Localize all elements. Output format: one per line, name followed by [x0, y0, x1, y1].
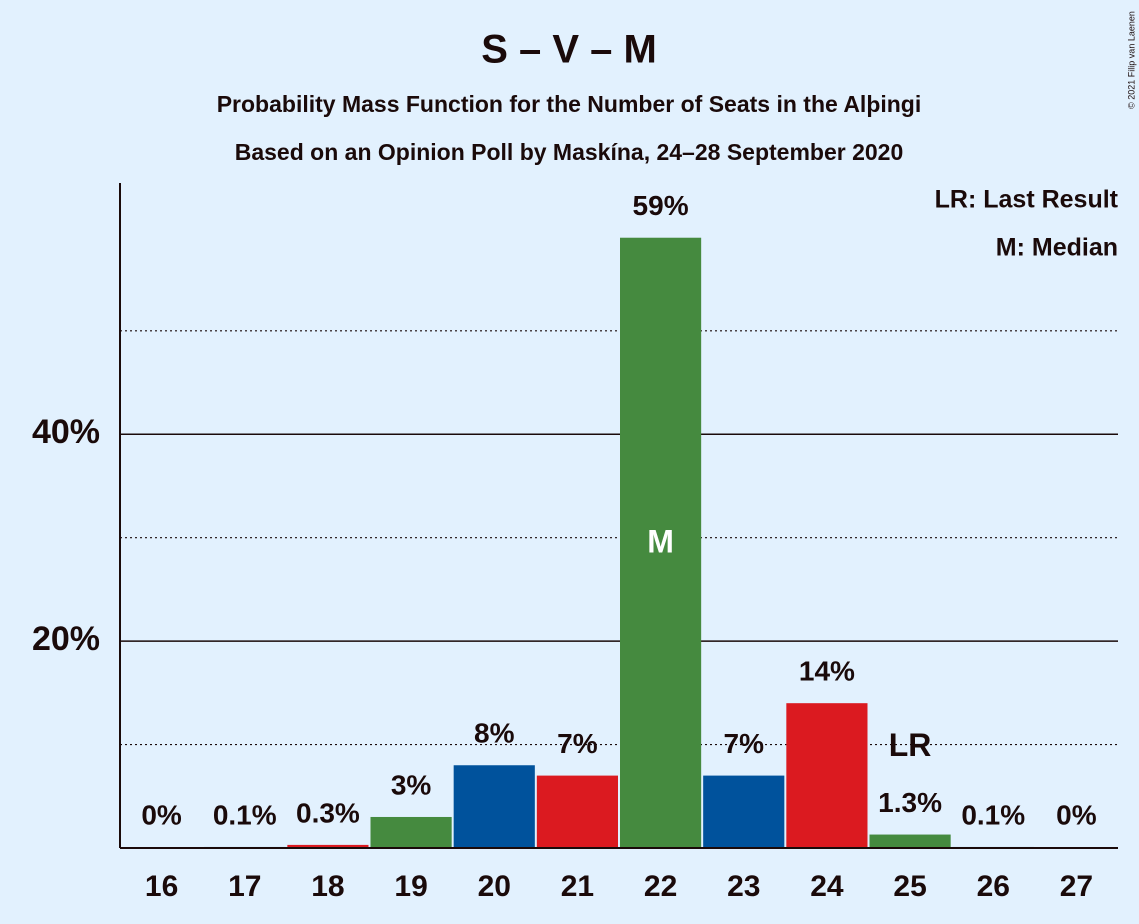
x-tick-label: 27 [1060, 870, 1093, 903]
value-label: 7% [724, 728, 765, 759]
x-tick-label: 24 [810, 870, 844, 903]
value-label: 1.3% [878, 787, 942, 818]
bar [620, 237, 702, 848]
y-tick-label: 40% [32, 413, 100, 451]
x-tick-label: 17 [228, 870, 261, 903]
bar [869, 834, 951, 848]
copyright: © 2021 Filip van Laenen [1126, 11, 1136, 109]
bar [287, 844, 369, 848]
x-tick-label: 25 [893, 870, 926, 903]
bar [786, 703, 868, 848]
x-tick-label: 21 [561, 870, 594, 903]
value-label: 3% [391, 769, 432, 800]
x-tick-label: 23 [727, 870, 760, 903]
chart-subtitle: Based on an Opinion Poll by Maskína, 24–… [235, 139, 904, 165]
x-tick-label: 18 [311, 870, 344, 903]
bar [370, 816, 452, 848]
x-tick-label: 16 [145, 870, 178, 903]
x-tick-label: 20 [478, 870, 511, 903]
x-tick-label: 19 [394, 870, 427, 903]
chart-subtitle: Probability Mass Function for the Number… [217, 91, 922, 117]
legend-entry: LR: Last Result [935, 186, 1119, 214]
x-tick-label: 26 [977, 870, 1010, 903]
bar [453, 765, 535, 848]
value-label: 0.1% [213, 799, 277, 830]
value-label: 7% [557, 728, 598, 759]
bar [536, 775, 618, 848]
value-label: 0% [1056, 799, 1097, 830]
value-label: 14% [799, 656, 855, 687]
x-tick-label: 22 [644, 870, 677, 903]
chart-title: S – V – M [481, 28, 657, 72]
value-label: 0.1% [961, 799, 1025, 830]
value-label: 8% [474, 718, 515, 749]
value-label: 0% [141, 799, 182, 830]
y-tick-label: 20% [32, 620, 100, 658]
legend-entry: M: Median [996, 234, 1118, 262]
median-marker: M [647, 523, 674, 559]
bar [703, 775, 785, 848]
last-result-marker: LR [889, 727, 932, 763]
value-label: 0.3% [296, 797, 360, 828]
value-label: 59% [633, 190, 689, 221]
